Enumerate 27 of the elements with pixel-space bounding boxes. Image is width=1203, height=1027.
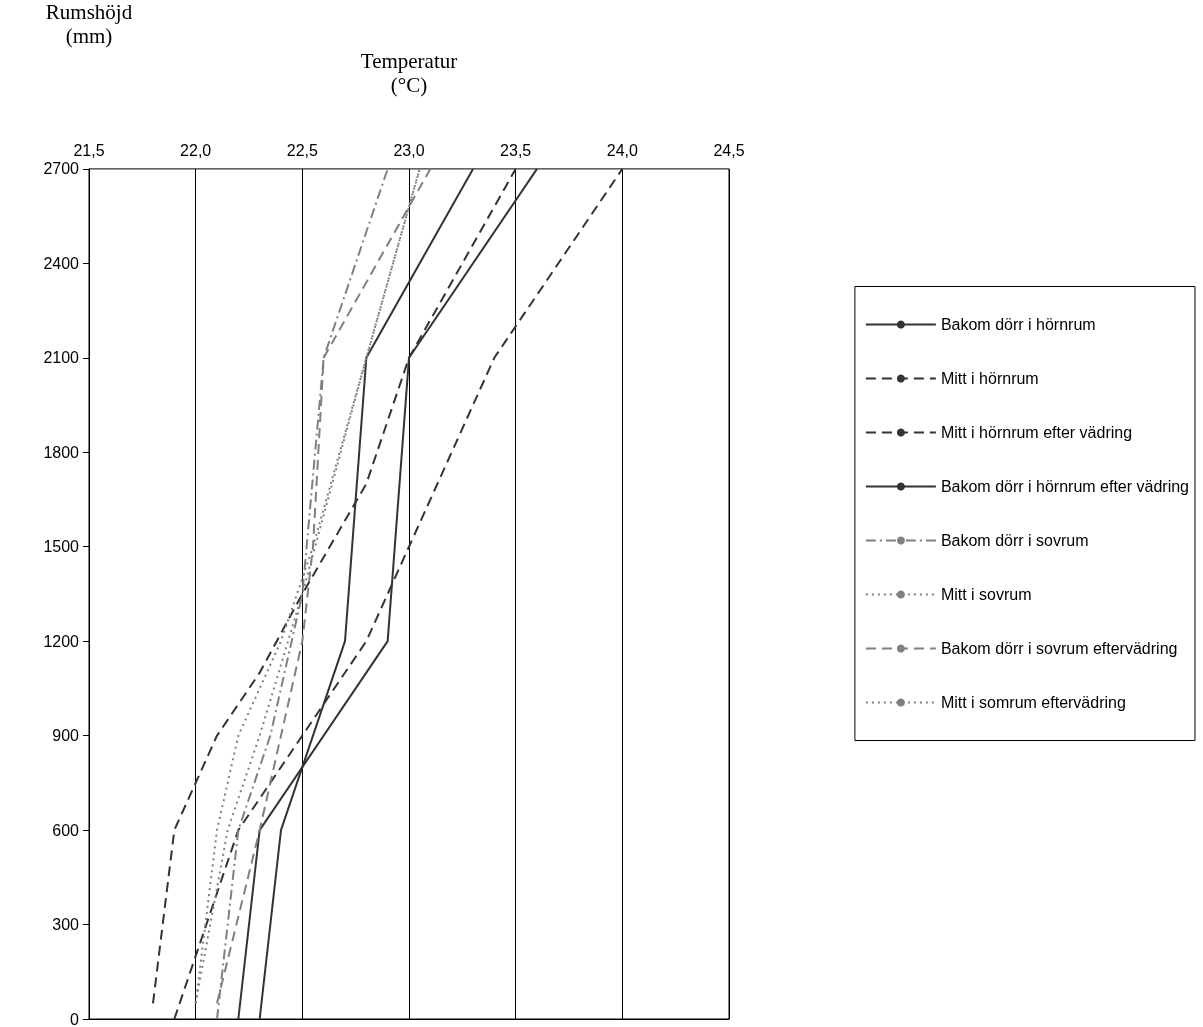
legend-label: Mitt i hörnrum efter vädring	[940, 424, 1133, 441]
x-tick-label: 22,0	[180, 142, 212, 160]
x-tick-label: 21,5	[73, 142, 105, 160]
y-tick-label: 600	[52, 821, 80, 839]
legend-label: Bakom dörr i sovrum eftervädring	[940, 640, 1178, 657]
legend-label: Mitt i somrum eftervädring	[940, 694, 1126, 711]
legend-label: Bakom dörr i hörnrum efter vädring	[940, 478, 1190, 495]
y-tick-label: 2700	[43, 160, 80, 178]
x-axis-title: Temperatur (°C)	[360, 48, 458, 97]
y-tick-label: 900	[52, 727, 80, 745]
y-tick-label: 300	[52, 916, 80, 934]
y-tick-label: 0	[70, 1010, 80, 1027]
y-axis-title: Rumshöjd (mm)	[45, 0, 133, 48]
y-tick-label: 2100	[43, 349, 80, 367]
y-tick-label: 1800	[43, 443, 80, 461]
y-tick-label: 1200	[43, 632, 80, 650]
legend-label: Mitt i sovrum	[940, 586, 1032, 603]
y-tick-label: 2400	[43, 254, 80, 272]
x-tick-label: 23,5	[500, 142, 532, 160]
x-tick-label: 24,0	[606, 142, 639, 160]
x-tick-label: 23,0	[393, 142, 425, 160]
legend-label: Bakom dörr i hörnrum	[940, 316, 1096, 333]
x-tick-label: 22,5	[286, 142, 319, 160]
legend-label: Mitt i hörnrum	[940, 370, 1039, 387]
x-tick-label: 24,5	[713, 142, 745, 160]
legend-label: Bakom dörr i sovrum	[940, 532, 1089, 549]
y-tick-label: 1500	[43, 538, 80, 556]
